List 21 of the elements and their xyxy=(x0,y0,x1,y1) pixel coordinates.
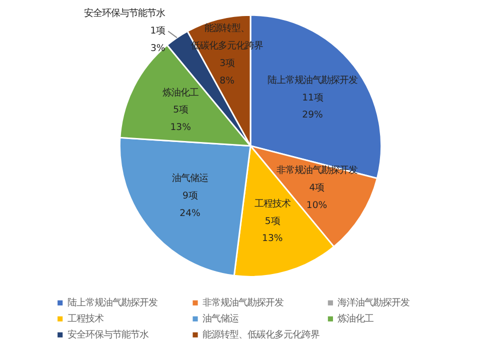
legend-label: 非常规油气勘探开发 xyxy=(202,297,284,308)
legend-label: 炼油化工 xyxy=(338,313,374,324)
legend-label: 油气储运 xyxy=(202,313,239,324)
slice-label: 能源转型、 低碳化多元化跨界 xyxy=(191,22,264,52)
data-label: 5项 13% xyxy=(262,216,283,244)
data-label: 1项 3% xyxy=(150,26,166,54)
slice-label: 陆上常规油气勘探开发 xyxy=(268,74,358,86)
slice-label: 安全环保与节能节水 xyxy=(84,8,166,20)
data-label: 5项 13% xyxy=(170,104,192,134)
slice-label: 工程技术 xyxy=(254,198,290,210)
data-label: 4项 10% xyxy=(306,182,328,211)
data-label: 11项 29% xyxy=(302,92,324,121)
data-label: 3项 8% xyxy=(220,58,235,86)
legend-label: 工程技术 xyxy=(67,313,104,324)
legend-label: 陆上常规油气勘探开发 xyxy=(67,297,158,308)
slice-label: 炼油化工 xyxy=(162,87,199,98)
data-label: 9项 24% xyxy=(180,190,201,219)
legend-label: 能源转型、低碳化多元化跨界 xyxy=(202,329,320,340)
slice-label: 油气储运 xyxy=(172,172,208,184)
legend-label: 海洋油气勘探开发 xyxy=(338,297,410,308)
legend-label: 安全环保与节能节水 xyxy=(67,329,148,340)
